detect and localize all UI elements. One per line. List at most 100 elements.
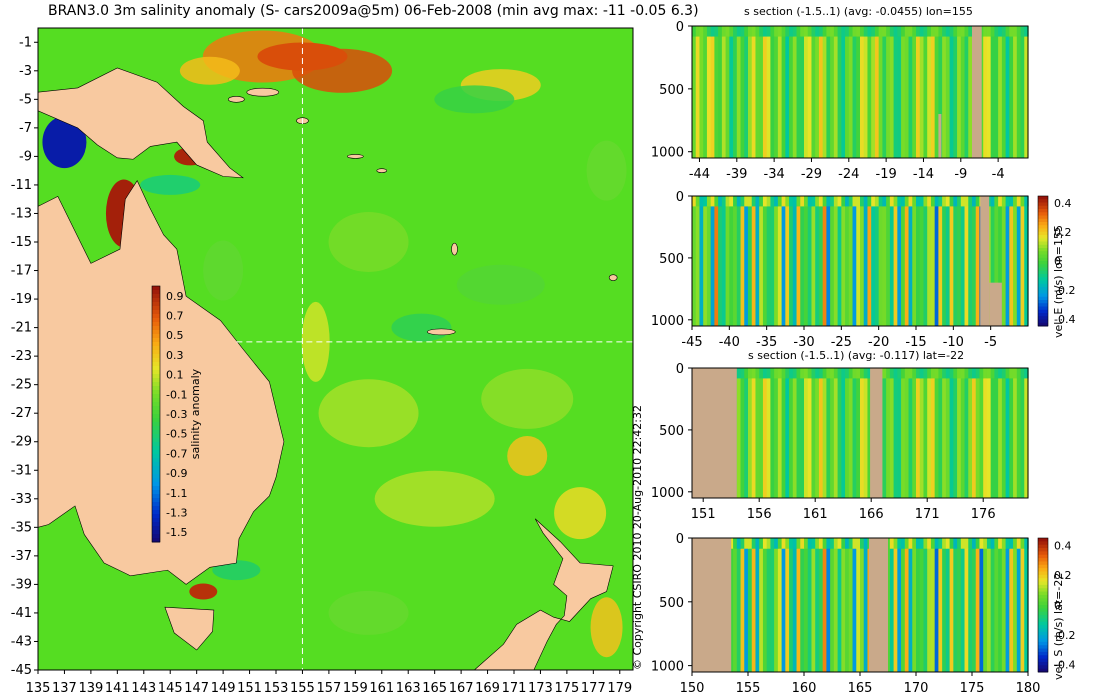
section-field-cell	[886, 538, 891, 672]
section-colorbar-swatch	[1038, 601, 1048, 606]
section-field-cell	[930, 196, 936, 326]
section-field-cell	[874, 26, 880, 158]
section-x-tick-label: -45	[681, 335, 702, 350]
section-x-tick-label: 166	[859, 507, 884, 522]
section-x-tick-label: -10	[943, 335, 964, 350]
section-y-tick-label: 0	[676, 190, 684, 205]
section-field-cell	[938, 26, 943, 158]
section-field-cell	[975, 538, 981, 672]
section-surface-cell	[710, 26, 715, 37]
section-field-cell	[990, 368, 995, 498]
section-surface-cell	[916, 26, 921, 37]
x-tick-label: 153	[264, 681, 289, 696]
section-surface-cell	[777, 538, 783, 549]
section-surface-cell	[1020, 368, 1025, 379]
section-field-cell	[748, 538, 753, 672]
colorbar-swatch	[152, 494, 160, 499]
section-field-cell	[1024, 538, 1029, 672]
section-colorbar-swatch	[1038, 225, 1048, 229]
section-surface-cell	[923, 196, 928, 207]
colorbar-swatch	[152, 294, 160, 299]
section-field-cell	[725, 196, 730, 326]
section-field-cell	[792, 538, 798, 672]
section-surface-cell	[736, 368, 742, 379]
section-field-cell	[990, 196, 995, 326]
section-field-cell	[889, 538, 895, 672]
section-surface-cell	[860, 26, 865, 37]
section-field-cell	[845, 196, 850, 326]
section-y-tick-label: 1000	[651, 660, 684, 675]
section-surface-cell	[800, 368, 805, 379]
section-colorbar-swatch	[1038, 655, 1048, 660]
section-colorbar-tick-label: 0	[1054, 599, 1061, 612]
section-x-tick-label: -25	[831, 335, 852, 350]
section-colorbar-swatch	[1038, 283, 1048, 288]
section-field-cell	[912, 368, 917, 498]
section-surface-cell	[777, 196, 783, 207]
section-field-cell	[927, 538, 932, 672]
colorbar-tick-label: -1.3	[166, 506, 187, 519]
section-field-cell	[837, 538, 842, 672]
section-surface-cell	[1020, 26, 1025, 37]
y-tick-label: -5	[19, 92, 32, 107]
section-surface-cell	[964, 196, 969, 207]
section-colorbar-swatch	[1038, 222, 1048, 226]
section-field-cell	[867, 196, 872, 326]
section-surface-cell	[852, 368, 857, 379]
x-tick-label: 175	[554, 681, 579, 696]
y-tick-label: -3	[19, 64, 32, 79]
section-colorbar-swatch	[1038, 591, 1048, 596]
section-field-cell	[1001, 538, 1007, 672]
section-colorbar-swatch	[1038, 561, 1048, 566]
island	[347, 154, 364, 159]
section-field-cell	[759, 538, 764, 672]
section-field-cell	[897, 26, 902, 158]
section-field-cell	[930, 368, 936, 498]
section-colorbar-swatch	[1038, 300, 1048, 304]
section-colorbar-swatch	[1038, 668, 1048, 673]
section-surface-cell	[1009, 26, 1014, 37]
section-surface-cell	[863, 26, 869, 37]
section-surface-cell	[1016, 368, 1022, 379]
section-field-cell	[841, 538, 846, 672]
section-surface-cell	[699, 26, 704, 37]
section-field-cell	[856, 26, 861, 158]
section-field-cell	[755, 368, 760, 498]
section-field-cell	[826, 538, 831, 672]
section-surface-cell	[800, 196, 805, 207]
section-surface-cell	[748, 26, 753, 37]
section-colorbar-swatch	[1038, 261, 1048, 265]
section-y-tick-label: 1000	[651, 146, 684, 161]
section-field-cell	[1024, 196, 1029, 326]
section-field-cell	[949, 368, 954, 498]
section-field-cell	[916, 538, 921, 672]
section-surface-cell	[714, 196, 719, 207]
section-field-cell	[901, 368, 906, 498]
eddy-patch	[590, 597, 623, 658]
section-field-cell	[949, 196, 954, 326]
section-field-cell	[960, 538, 966, 672]
x-tick-label: 147	[184, 681, 209, 696]
section-field-cell	[762, 26, 768, 158]
colorbar-swatch	[152, 490, 160, 495]
bathymetry-mask	[972, 26, 982, 158]
section-surface-cell	[736, 196, 742, 207]
section-field-cell	[994, 368, 999, 498]
section-field-cell	[1005, 26, 1010, 158]
section-field-cell	[882, 368, 887, 498]
section-surface-cell	[960, 26, 966, 37]
section-field-cell	[729, 26, 734, 158]
section-surface-cell	[957, 196, 962, 207]
section-surface-cell	[789, 538, 794, 549]
y-tick-label: -43	[11, 634, 32, 649]
section-field-cell	[1001, 26, 1007, 158]
section-field-cell	[923, 538, 928, 672]
section-colorbar-swatch	[1038, 568, 1048, 572]
section-field-cell	[759, 196, 764, 326]
section-y-tick-label: 0	[676, 532, 684, 547]
section-field-cell	[942, 538, 947, 672]
section-field-cell	[800, 196, 805, 326]
section-field-cell	[930, 26, 936, 158]
section-field-cell	[856, 196, 861, 326]
section-field-cell	[893, 26, 898, 158]
